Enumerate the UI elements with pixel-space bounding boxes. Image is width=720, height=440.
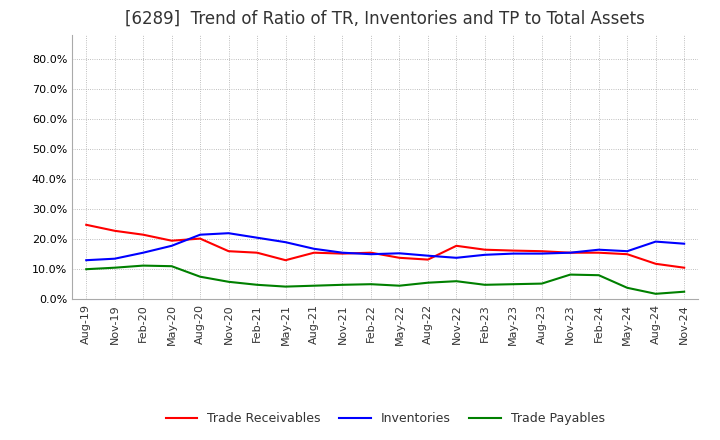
- Trade Receivables: [310, 250, 318, 255]
- Trade Receivables: [167, 238, 176, 243]
- Trade Payables: [452, 279, 461, 284]
- Trade Payables: [167, 264, 176, 269]
- Trade Receivables: [225, 249, 233, 254]
- Trade Receivables: [110, 228, 119, 234]
- Inventories: [623, 249, 631, 254]
- Trade Receivables: [652, 261, 660, 267]
- Trade Payables: [680, 289, 688, 294]
- Trade Payables: [196, 274, 204, 279]
- Trade Payables: [366, 282, 375, 287]
- Inventories: [366, 252, 375, 257]
- Trade Receivables: [423, 257, 432, 262]
- Trade Receivables: [282, 257, 290, 263]
- Trade Payables: [139, 263, 148, 268]
- Trade Receivables: [452, 243, 461, 249]
- Inventories: [480, 252, 489, 257]
- Inventories: [595, 247, 603, 253]
- Inventories: [509, 251, 518, 256]
- Trade Receivables: [395, 255, 404, 260]
- Inventories: [225, 231, 233, 236]
- Trade Payables: [480, 282, 489, 287]
- Inventories: [282, 239, 290, 245]
- Trade Payables: [595, 272, 603, 278]
- Trade Payables: [395, 283, 404, 288]
- Line: Inventories: Inventories: [86, 233, 684, 260]
- Trade Receivables: [253, 250, 261, 255]
- Trade Payables: [623, 285, 631, 290]
- Trade Receivables: [566, 250, 575, 255]
- Line: Trade Payables: Trade Payables: [86, 266, 684, 294]
- Trade Receivables: [338, 251, 347, 256]
- Trade Payables: [310, 283, 318, 288]
- Title: [6289]  Trend of Ratio of TR, Inventories and TP to Total Assets: [6289] Trend of Ratio of TR, Inventories…: [125, 10, 645, 28]
- Trade Payables: [566, 272, 575, 277]
- Trade Payables: [423, 280, 432, 286]
- Inventories: [338, 250, 347, 255]
- Inventories: [680, 241, 688, 246]
- Trade Receivables: [82, 222, 91, 227]
- Inventories: [167, 243, 176, 249]
- Trade Payables: [225, 279, 233, 284]
- Trade Receivables: [196, 236, 204, 241]
- Line: Trade Receivables: Trade Receivables: [86, 225, 684, 268]
- Inventories: [423, 253, 432, 258]
- Trade Receivables: [139, 232, 148, 237]
- Inventories: [310, 246, 318, 251]
- Trade Receivables: [537, 249, 546, 254]
- Trade Receivables: [366, 250, 375, 255]
- Inventories: [566, 250, 575, 255]
- Trade Receivables: [509, 248, 518, 253]
- Trade Payables: [110, 265, 119, 270]
- Inventories: [652, 239, 660, 244]
- Trade Payables: [537, 281, 546, 286]
- Inventories: [452, 255, 461, 260]
- Trade Payables: [509, 282, 518, 287]
- Trade Payables: [338, 282, 347, 287]
- Trade Payables: [652, 291, 660, 297]
- Inventories: [82, 257, 91, 263]
- Inventories: [253, 235, 261, 240]
- Inventories: [196, 232, 204, 237]
- Inventories: [537, 251, 546, 256]
- Trade Payables: [82, 267, 91, 272]
- Inventories: [139, 250, 148, 255]
- Inventories: [110, 256, 119, 261]
- Trade Receivables: [680, 265, 688, 270]
- Trade Payables: [253, 282, 261, 287]
- Inventories: [395, 251, 404, 256]
- Trade Payables: [282, 284, 290, 289]
- Trade Receivables: [480, 247, 489, 253]
- Legend: Trade Receivables, Inventories, Trade Payables: Trade Receivables, Inventories, Trade Pa…: [161, 407, 610, 430]
- Trade Receivables: [595, 250, 603, 255]
- Trade Receivables: [623, 252, 631, 257]
